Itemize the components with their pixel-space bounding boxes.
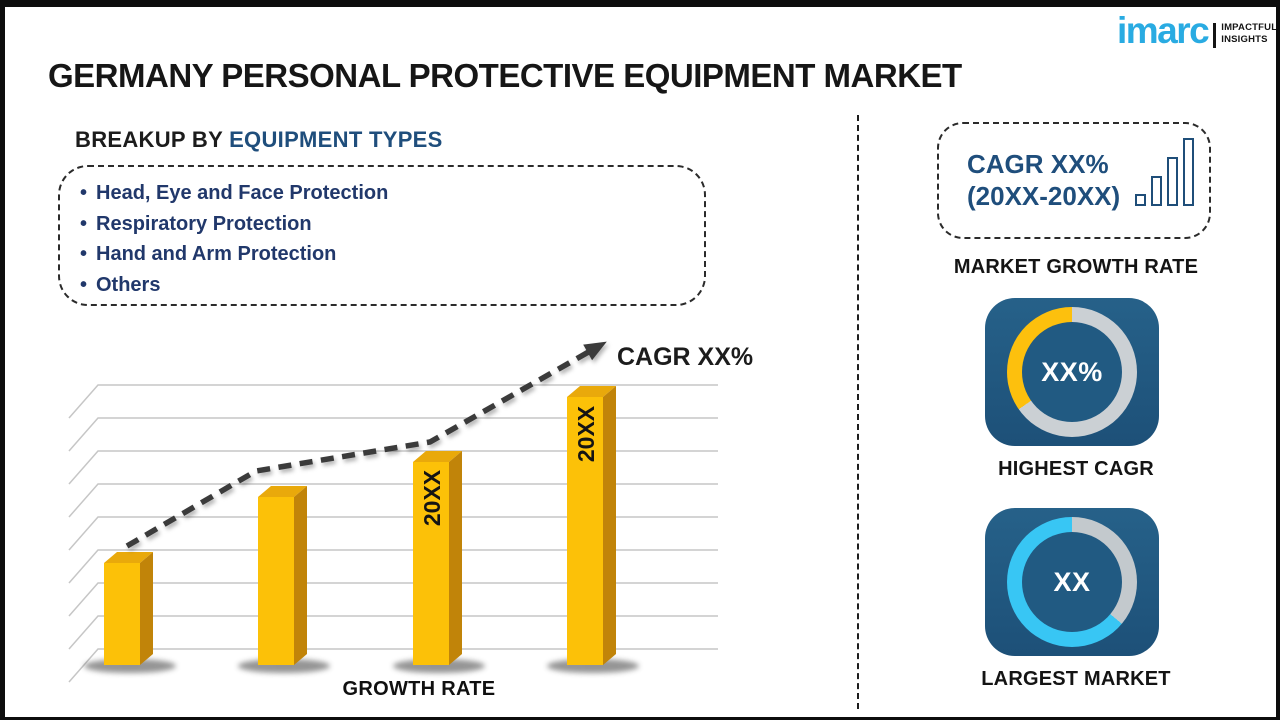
breakup-list: Head, Eye and Face Protection Respirator… — [80, 178, 704, 301]
logo-separator — [1213, 23, 1217, 48]
largest-market-value: XX — [1053, 566, 1091, 597]
market-growth-rate-label: MARKET GROWTH RATE — [953, 256, 1199, 278]
logo-tagline: IMPACTFUL INSIGHTS — [1221, 22, 1278, 46]
breakup-list-box: Head, Eye and Face Protection Respirator… — [58, 165, 706, 306]
breakup-heading: BREAKUP BY EQUIPMENT TYPES — [75, 127, 443, 153]
bar-year1 — [104, 552, 153, 665]
highest-cagr-donut-chart: XX% — [1007, 307, 1137, 437]
growth-bar-chart: 20XX 20XX CAGR XX% — [68, 341, 753, 683]
largest-market-donut-chart: XX — [1007, 517, 1137, 647]
bar-shadows — [84, 659, 639, 673]
cagr-period-line: (20XX-20XX) — [967, 180, 1121, 211]
logo-tagline-line1: IMPACTFUL — [1221, 22, 1278, 33]
cagr-growth-box-text: CAGR XX% (20XX-20XX) — [967, 149, 1120, 211]
cagr-trend-arrow — [125, 341, 607, 549]
bar-year3: 20XX — [413, 451, 462, 665]
largest-market-label: LARGEST MARKET — [981, 668, 1171, 690]
bar-year2 — [258, 486, 307, 665]
imarc-logo: imarc IMPACTFUL INSIGHTS — [1117, 10, 1278, 52]
breakup-item-head-eye-face: Head, Eye and Face Protection — [80, 178, 704, 209]
highest-cagr-value: XX% — [1041, 356, 1103, 387]
breakup-item-hand-arm: Hand and Arm Protection — [80, 239, 704, 270]
chart-xaxis-label: GROWTH RATE — [342, 678, 496, 700]
bar-year3-label: 20XX — [419, 469, 445, 526]
bar-year4-label: 20XX — [573, 405, 599, 462]
highest-cagr-tile: XX% — [985, 298, 1159, 446]
cagr-growth-box: CAGR XX% (20XX-20XX) — [937, 122, 1211, 239]
breakup-item-respiratory: Respiratory Protection — [80, 209, 704, 240]
breakup-heading-prefix: BREAKUP BY — [75, 127, 230, 152]
logo-tagline-line2: INSIGHTS — [1221, 33, 1268, 45]
rising-bars-icon — [1135, 137, 1195, 224]
bar-year4: 20XX — [567, 386, 616, 665]
imarc-logo-wordmark: imarc — [1117, 10, 1210, 51]
breakup-heading-highlight: EQUIPMENT TYPES — [229, 127, 443, 152]
largest-market-tile: XX — [985, 508, 1159, 656]
breakup-item-others: Others — [80, 270, 704, 301]
cagr-trend-label: CAGR XX% — [617, 343, 753, 371]
chart-gridlines — [68, 384, 718, 683]
page-title: GERMANY PERSONAL PROTECTIVE EQUIPMENT MA… — [48, 57, 962, 94]
section-divider — [857, 115, 859, 709]
cagr-value-line: CAGR XX% — [967, 149, 1109, 180]
highest-cagr-label: HIGHEST CAGR — [998, 458, 1154, 480]
